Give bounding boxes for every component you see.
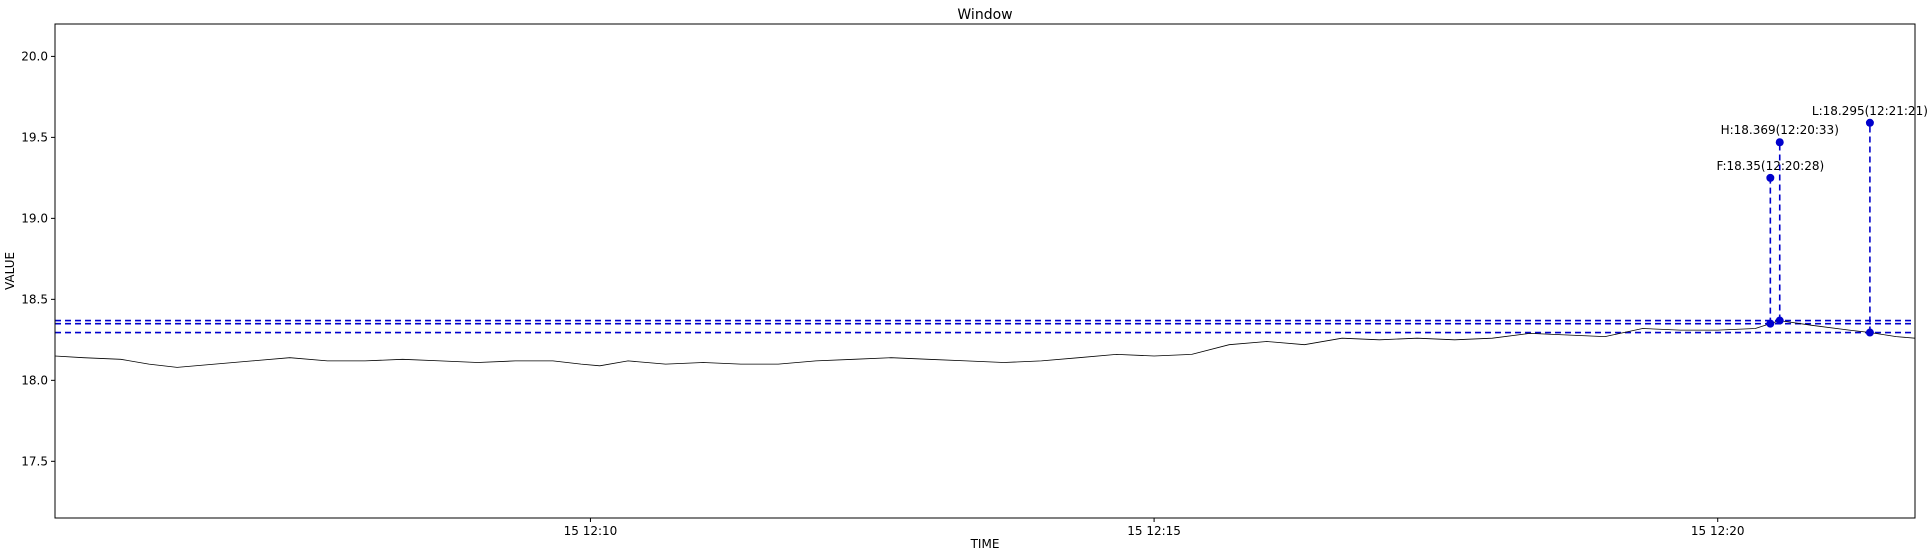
annotation-base-marker xyxy=(1775,316,1784,325)
x-tick-label: 15 12:15 xyxy=(1127,524,1181,538)
y-tick-label: 19.5 xyxy=(21,130,48,144)
y-tick-label: 20.0 xyxy=(21,49,48,63)
annotation-label: H:18.369(12:20:33) xyxy=(1721,123,1839,137)
plot-area xyxy=(55,118,1915,368)
y-tick-label: 18.5 xyxy=(21,292,48,306)
y-tick-label: 18.0 xyxy=(21,373,48,387)
chart-title: Window xyxy=(957,7,1012,23)
annotation-tip-marker xyxy=(1865,118,1874,127)
x-tick-label: 15 12:20 xyxy=(1691,524,1745,538)
x-tick-label: 15 12:10 xyxy=(564,524,618,538)
annotation-label: F:18.35(12:20:28) xyxy=(1717,159,1825,173)
annotation-base-marker xyxy=(1865,328,1874,337)
annotation-tip-marker xyxy=(1775,138,1784,147)
y-tick-label: 19.0 xyxy=(21,211,48,225)
series-line xyxy=(55,320,1915,368)
annotation-tip-marker xyxy=(1766,173,1775,182)
annotation-base-marker xyxy=(1766,319,1775,328)
x-axis-label: TIME xyxy=(970,537,1000,551)
y-tick-label: 17.5 xyxy=(21,454,48,468)
annotation-label: L:18.295(12:21:21) xyxy=(1812,104,1928,118)
y-axis-label: VALUE xyxy=(3,252,17,290)
plot-frame xyxy=(54,23,1916,519)
